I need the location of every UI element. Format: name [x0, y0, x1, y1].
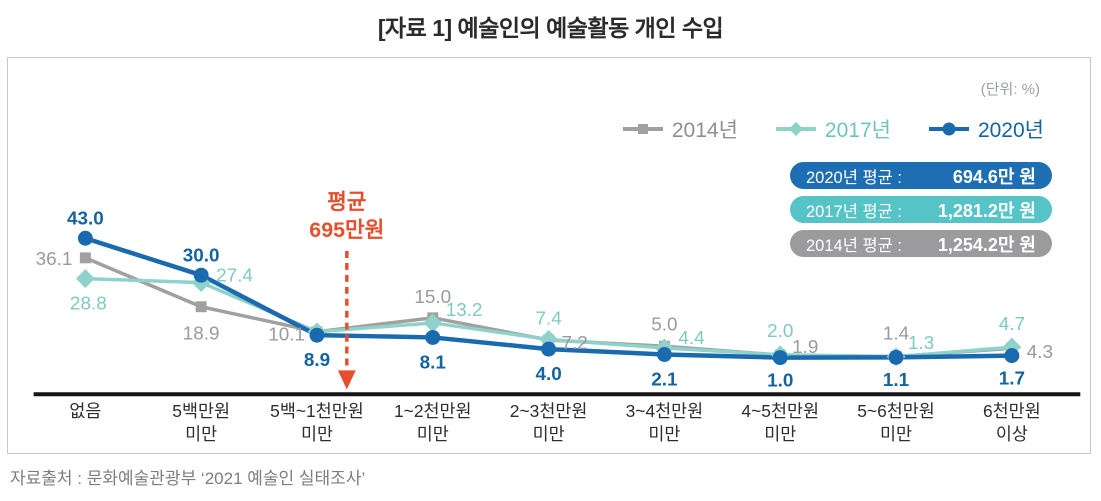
- data-point-marker: [309, 327, 325, 343]
- mean-annotation-text: 695만원: [309, 218, 384, 242]
- x-axis-label: 미만: [301, 424, 333, 444]
- x-axis-label: 6천만원: [983, 401, 1041, 421]
- data-point-marker: [541, 341, 557, 357]
- value-label: 8.9: [304, 350, 330, 371]
- badge-value: 694.6만 원: [952, 166, 1036, 187]
- value-label: 18.9: [183, 324, 220, 345]
- value-label: 13.2: [446, 300, 483, 321]
- value-label: 4.7: [999, 314, 1025, 335]
- value-label: 15.0: [414, 287, 451, 308]
- source-caption: 자료출처 : 문화예술관광부 ‘2021 예술인 실태조사’: [10, 469, 366, 488]
- value-label: 43.0: [67, 208, 104, 229]
- data-point-marker: [888, 349, 904, 365]
- x-axis-label: 미만: [533, 424, 565, 444]
- diamond-marker-icon: [775, 121, 816, 137]
- data-point-marker: [423, 313, 443, 333]
- data-point-marker: [1004, 348, 1020, 364]
- x-axis-label: 미만: [764, 424, 796, 444]
- average-badges: 2020년 평균 :694.6만 원 2017년 평균 :1,281.2만 원 20…: [790, 162, 1052, 257]
- x-axis-label: 5백~1천만원: [270, 401, 364, 421]
- badge-label: 2020년 평균 :: [806, 168, 902, 187]
- x-axis-label: 없음: [69, 401, 101, 421]
- value-label: 36.1: [36, 249, 73, 270]
- legend-item-2: 2020년: [928, 114, 1044, 144]
- value-label: 5.0: [651, 314, 677, 335]
- legend: 2014년 2017년 2020년: [622, 114, 1044, 144]
- value-label: 28.8: [70, 293, 107, 314]
- value-label: 8.1: [420, 352, 446, 373]
- badge-label: 2017년 평균 :: [806, 202, 902, 221]
- value-label: 4.4: [678, 328, 704, 349]
- x-axis-label: 미만: [648, 424, 680, 444]
- legend-label: 2017년: [824, 119, 891, 142]
- badge-label: 2014년 평균 :: [806, 236, 902, 255]
- x-axis-label: 3~4천만원: [626, 401, 704, 421]
- data-point-marker: [193, 267, 209, 283]
- x-axis-label: 4~5천만원: [741, 401, 819, 421]
- average-badge-0: 2020년 평균 : 694.6만 원: [790, 162, 1052, 189]
- value-label: 7.4: [535, 309, 561, 330]
- data-point-marker: [79, 252, 91, 264]
- value-label: 7.2: [562, 333, 588, 354]
- data-point-marker: [75, 269, 95, 289]
- value-label: 10.1: [268, 325, 305, 346]
- x-axis-label: 5~6천만원: [857, 401, 935, 421]
- x-axis-label: 2~3천만원: [510, 401, 588, 421]
- badge-value: 1,281.2만 원: [937, 200, 1036, 221]
- data-point-marker: [77, 230, 93, 246]
- legend-item-1: 2017년: [775, 114, 891, 144]
- value-label: 1.1: [883, 370, 909, 391]
- unit-label: (단위: %): [980, 81, 1040, 98]
- x-axis-label: 1~2천만원: [394, 401, 472, 421]
- data-point-marker: [195, 301, 207, 313]
- badge-value: 1,254.2만 원: [937, 234, 1036, 255]
- average-badge-1: 2017년 평균 : 1,281.2만 원: [790, 196, 1052, 223]
- data-point-marker: [772, 350, 788, 366]
- value-label: 4.3: [1027, 342, 1053, 363]
- legend-label: 2020년: [977, 119, 1044, 142]
- mean-annotation-arrow-icon: [337, 370, 356, 390]
- value-label: 1.3: [908, 333, 934, 354]
- data-point-marker: [656, 347, 672, 362]
- x-axis-label: 이상: [996, 424, 1028, 444]
- x-axis-label: 미만: [185, 424, 217, 444]
- value-label: 1.9: [792, 337, 818, 358]
- average-badge-2: 2014년 평균 : 1,254.2만 원: [790, 230, 1052, 257]
- chart-panel: (단위: %) 2014년 2017년 2020년 2020년 평균 : 694.6만…: [7, 57, 1091, 454]
- value-label: 4.0: [535, 364, 561, 385]
- data-point-marker: [425, 329, 441, 345]
- x-axis-label: 미만: [880, 424, 912, 444]
- mean-annotation-text: 평균: [327, 190, 366, 214]
- page-title: [자료 1] 예술인의 예술활동 개인 수입: [377, 15, 724, 41]
- value-label: 1.4: [883, 324, 909, 345]
- circle-marker-icon: [928, 122, 969, 137]
- value-label: 1.7: [999, 368, 1025, 389]
- x-axis-label: 5백만원: [172, 401, 230, 421]
- value-label: 2.1: [651, 369, 677, 390]
- value-label: 30.0: [183, 245, 220, 266]
- value-label: 2.0: [767, 321, 793, 342]
- value-label: 27.4: [216, 266, 253, 287]
- value-label: 1.0: [767, 370, 793, 391]
- legend-label: 2014년: [671, 119, 738, 142]
- legend-item-0: 2014년: [622, 114, 738, 144]
- x-axis-label: 미만: [417, 424, 449, 444]
- square-marker-icon: [622, 122, 663, 137]
